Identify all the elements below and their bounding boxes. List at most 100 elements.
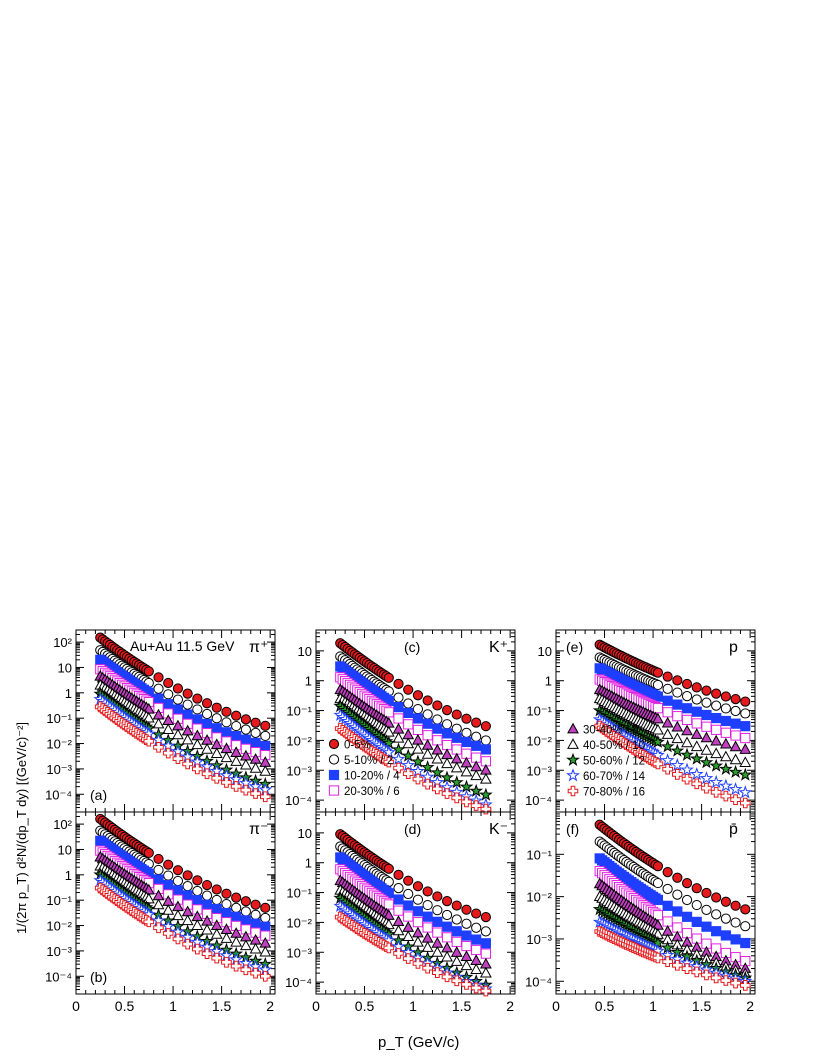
data-point	[153, 672, 164, 683]
y-tick-label: 10⁻³	[286, 945, 312, 960]
data-point	[709, 758, 724, 772]
x-tick-label: 1	[409, 998, 417, 1014]
data-point	[181, 914, 194, 926]
panel-a: 10⁻⁴ 10⁻³ 10⁻² 10⁻¹ 1 10 10² (a) π⁺	[45, 629, 276, 813]
data-point	[182, 870, 193, 881]
data-point	[662, 707, 673, 718]
data-point	[652, 679, 664, 691]
data-point	[192, 895, 203, 906]
data-point	[730, 694, 741, 705]
data-point	[411, 754, 425, 768]
data-point	[412, 894, 424, 905]
data-point	[172, 753, 184, 764]
panel-label: (c)	[404, 639, 420, 655]
data-point	[402, 921, 415, 932]
data-point	[249, 942, 262, 954]
data-point	[681, 736, 693, 748]
data-point	[711, 712, 722, 724]
data-point	[451, 709, 462, 720]
data-point	[240, 906, 251, 917]
data-point	[451, 732, 462, 743]
y-tick-label: 10	[58, 660, 72, 675]
data-point	[260, 970, 271, 982]
data-point	[143, 916, 155, 928]
data-point	[451, 975, 463, 987]
data-point	[191, 738, 204, 750]
data-point	[441, 748, 453, 760]
data-point	[681, 714, 693, 725]
data-point	[652, 894, 664, 905]
y-tick-label: 10⁻⁴	[45, 787, 72, 802]
legend-marker	[328, 754, 340, 765]
data-point	[221, 727, 232, 738]
series-0-5%	[335, 638, 491, 732]
data-point	[412, 733, 424, 745]
y-tick-label: 10⁻⁴	[525, 974, 552, 989]
data-point	[192, 943, 203, 955]
series-60-70%	[592, 914, 753, 988]
data-point	[260, 791, 271, 803]
data-point	[422, 778, 433, 790]
data-point	[393, 894, 404, 905]
data-point	[231, 892, 242, 903]
data-point	[459, 779, 474, 793]
data-point	[691, 706, 702, 717]
data-point	[701, 685, 712, 696]
panel-c: 10⁻⁴ 10⁻³ 10⁻² 10⁻¹ 1 10 (c) K⁺	[285, 629, 516, 815]
data-point	[143, 847, 154, 859]
data-point	[421, 738, 434, 750]
series-50-60%	[592, 703, 753, 781]
data-point	[680, 747, 694, 761]
data-point	[681, 894, 693, 906]
panel-label: (e)	[566, 639, 583, 655]
data-point	[231, 720, 242, 732]
data-point	[421, 941, 434, 952]
data-point	[440, 770, 454, 784]
data-point	[471, 944, 482, 956]
panel-label: (f)	[566, 821, 579, 837]
data-point	[412, 881, 424, 892]
data-point	[393, 678, 404, 689]
data-point	[740, 708, 751, 719]
data-point	[383, 899, 394, 910]
series-5-10%	[335, 841, 491, 937]
x-tick-label: 2	[506, 998, 514, 1014]
data-point	[393, 702, 404, 713]
data-point	[432, 967, 443, 978]
data-point	[172, 865, 184, 876]
data-point	[383, 863, 394, 874]
data-point	[181, 733, 194, 745]
data-point	[441, 950, 453, 962]
x-tick-label: 1.5	[452, 998, 472, 1014]
data-point	[479, 772, 492, 784]
series-40-50%	[94, 678, 272, 776]
data-point	[700, 743, 713, 755]
series-10-20%	[594, 663, 751, 732]
data-point	[432, 783, 443, 795]
data-point	[662, 900, 673, 911]
data-point	[681, 963, 693, 974]
y-tick-label: 10²	[53, 817, 72, 832]
x-tick-label: 2	[266, 998, 274, 1014]
data-point	[172, 909, 184, 921]
data-point	[449, 775, 464, 789]
data-point	[402, 768, 414, 779]
data-point	[701, 697, 712, 708]
data-point	[201, 698, 213, 709]
data-point	[470, 982, 482, 994]
data-point	[401, 758, 416, 772]
data-point	[192, 875, 203, 886]
data-point	[260, 912, 271, 924]
data-point	[670, 757, 685, 772]
data-point	[471, 740, 482, 751]
data-point	[691, 966, 703, 978]
data-point	[250, 737, 261, 749]
data-point	[422, 899, 433, 911]
y-tick-label: 10⁻²	[46, 919, 72, 934]
data-point	[728, 764, 743, 779]
y-tick-label: 10⁻¹	[46, 893, 72, 908]
y-tick-label: 1	[305, 856, 312, 871]
data-point	[441, 705, 453, 716]
data-point	[163, 870, 174, 881]
series-70-80%	[594, 720, 751, 809]
